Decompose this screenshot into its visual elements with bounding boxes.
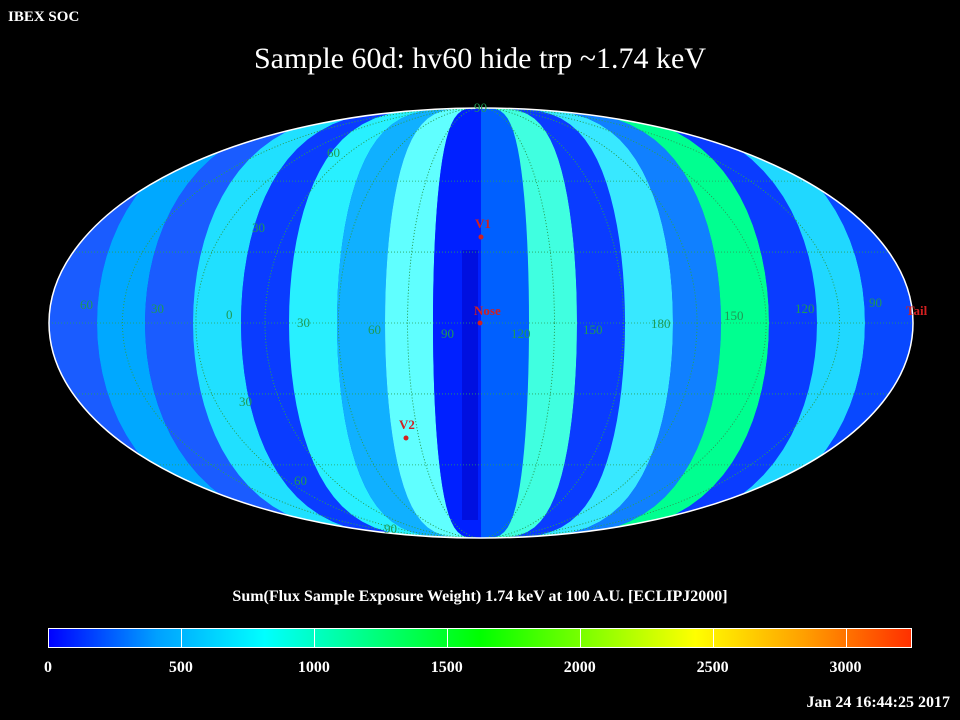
colorbar-tick-label: 0 <box>44 659 52 676</box>
colorbar <box>48 628 912 648</box>
lat-label: 30 <box>252 220 265 235</box>
marker-nose-dot <box>477 320 483 326</box>
colorbar-caption: Sum(Flux Sample Exposure Weight) 1.74 ke… <box>232 588 728 605</box>
marker-v1-dot <box>478 234 484 240</box>
marker-tail-label: Tail <box>906 303 928 318</box>
marker-nose-label: Nose <box>474 303 501 318</box>
flux-stripe <box>462 250 478 520</box>
coordinate-grid <box>49 108 913 538</box>
lon-label: 150 <box>724 308 744 323</box>
timestamp: Jan 24 16:44:25 2017 <box>806 694 950 711</box>
lon-label: 90 <box>441 326 454 341</box>
meridian-line <box>122 108 840 538</box>
meridian-line <box>338 108 624 538</box>
colorbar-tick-label: 3000 <box>829 659 862 676</box>
lat-label: 90 <box>474 100 487 115</box>
meridian-line <box>264 108 698 538</box>
lon-label: 120 <box>511 326 531 341</box>
lon-label: 30 <box>151 301 164 316</box>
lon-label: 150 <box>583 322 603 337</box>
colorbar-divider <box>180 628 182 648</box>
lat-label: 60 <box>294 473 307 488</box>
lon-label: 60 <box>80 297 93 312</box>
map-outline <box>48 107 914 539</box>
colorbar-divider <box>579 628 581 648</box>
lon-label: 90 <box>869 295 882 310</box>
marker-v1-label: V1 <box>475 216 491 231</box>
colorbar-tick-label: 1500 <box>430 659 463 676</box>
page-title: Sample 60d: hv60 hide trp ~1.74 keV <box>253 42 706 75</box>
colorbar-divider <box>313 628 315 648</box>
lat-label: 30 <box>239 394 252 409</box>
colorbar-tick-label: 500 <box>168 659 193 676</box>
sky-map: 60 30 0 30 60 90 120 150 180 150 120 90 … <box>48 100 928 539</box>
colorbar-divider <box>845 628 847 648</box>
flux-stripe <box>289 108 481 538</box>
lat-label: 90 <box>384 521 397 536</box>
meridian-line <box>195 108 767 538</box>
colorbar-tick-label: 1000 <box>297 659 330 676</box>
lon-label: 180 <box>651 316 671 331</box>
flux-stripe <box>481 108 721 538</box>
lon-label: 30 <box>297 315 310 330</box>
marker-v2-label: V2 <box>399 417 415 432</box>
meridian-line <box>407 108 555 538</box>
colorbar-divider <box>446 628 448 648</box>
flux-stripe <box>241 108 481 538</box>
colorbar-tick-label: 2000 <box>563 659 596 676</box>
lat-label: 60 <box>327 145 340 160</box>
flux-stripe <box>481 108 625 538</box>
corner-label: IBEX SOC <box>8 9 80 25</box>
flux-stripe <box>481 108 673 538</box>
lon-label: 60 <box>368 322 381 337</box>
colorbar-divider <box>712 628 714 648</box>
colorbar-tick-label: 2500 <box>696 659 729 676</box>
flux-stripe <box>337 108 481 538</box>
marker-v2-dot <box>403 435 409 441</box>
lon-label: 120 <box>795 301 815 316</box>
lon-label: 0 <box>226 307 233 322</box>
